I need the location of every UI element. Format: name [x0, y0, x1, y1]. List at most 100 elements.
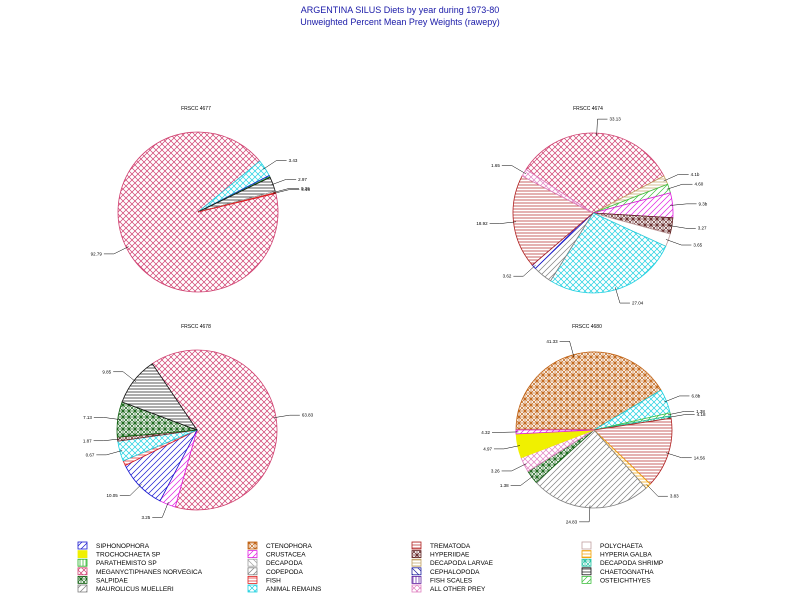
legend-swatch	[247, 541, 258, 550]
legend-swatch	[77, 567, 88, 576]
slice-value-label: 27.04	[632, 301, 644, 306]
pie-4: FRSCC 468041.336.8b1.384.1814.563.8324.8…	[481, 324, 706, 524]
leader-line	[273, 188, 300, 193]
legend-entry: ANIMAL REMAINS	[247, 584, 322, 593]
slice-value-label: 3.25	[142, 515, 151, 520]
legend: SIPHONOPHORA TROCHOCHAETA SPPARATHEMISTO …	[77, 541, 663, 593]
legend-label: FISH SCALES	[430, 577, 473, 584]
legend-swatch	[411, 584, 422, 593]
leader-line	[501, 165, 527, 175]
slice-value-label: 4.1b	[691, 172, 700, 177]
legend-label: SIPHONOPHORA	[96, 543, 150, 550]
leader-line	[103, 246, 129, 255]
slice-value-label: 14.56	[694, 455, 706, 460]
leader-line	[273, 414, 300, 418]
legend-entry: SIPHONOPHORA	[77, 541, 150, 550]
slice-value-label: 3.62	[503, 274, 512, 279]
leader-line	[668, 411, 695, 416]
legend-entry: HYPERIA GALBA	[581, 550, 652, 559]
leader-line	[559, 341, 575, 358]
leader-line	[501, 463, 527, 472]
legend-swatch	[247, 567, 258, 576]
slice-value-label: 9.85	[102, 369, 111, 374]
pie-title: FRSCC 4680	[572, 324, 602, 330]
slice-value-label: 1.38	[696, 409, 705, 414]
leader-line	[670, 203, 697, 206]
leader-line	[510, 475, 534, 486]
slice-value-label: 4.18	[697, 412, 706, 417]
slice-value-label: 63.83	[302, 413, 314, 418]
legend-swatch	[77, 584, 88, 593]
slice-value-label: 3.43	[289, 158, 298, 163]
pie-1: FRSCC 4677 92.79 3.43 2.97 0.264.16	[91, 106, 311, 293]
chart-title: ARGENTINA SILUS Diets by year during 197…	[300, 5, 500, 15]
legend-label: ALL OTHER PREY	[430, 586, 486, 593]
chart-subtitle: Unweighted Percent Mean Prey Weights (ra…	[300, 17, 500, 27]
slice-value-label: 3.65	[693, 243, 702, 248]
leader-line	[152, 502, 169, 518]
slice-value-label: 3.27	[698, 226, 707, 231]
legend-label: DECAPODA LARVAE	[430, 560, 494, 567]
legend-swatch	[411, 576, 422, 584]
legend-swatch	[77, 550, 88, 558]
leader-line	[119, 484, 142, 496]
leader-line	[579, 505, 591, 523]
slice-value-label: 4.16	[301, 187, 310, 192]
leader-line	[663, 174, 689, 182]
slice-value-label: 0.26	[301, 186, 310, 191]
legend-entry: TREMATODA	[411, 541, 471, 550]
slice-value-label: 3.26	[491, 468, 500, 473]
legend-swatch	[411, 541, 422, 550]
legend-label: SALPIDAE	[96, 577, 128, 584]
leader-line	[669, 225, 696, 229]
legend-label: CRUSTACEA	[266, 552, 306, 559]
slice-value-label: 24.83	[566, 519, 578, 524]
slice-value-label: 1.87	[83, 438, 92, 443]
slice-value-label: 1.38	[500, 483, 509, 488]
slice-value-label: 4.32	[481, 430, 490, 435]
legend-label: ANIMAL REMAINS	[266, 586, 322, 593]
legend-entry: FISH	[247, 576, 281, 584]
leader-line	[262, 160, 287, 170]
leader-line	[513, 264, 536, 277]
pie-title: FRSCC 4674	[573, 106, 603, 112]
leader-line	[668, 414, 695, 418]
leader-line	[615, 287, 630, 304]
legend-label: MEGANYCTIPHANES NORVEGICA	[96, 569, 203, 576]
legend-entry: ALL OTHER PREY	[411, 584, 486, 593]
legend-entry: COPEPODA	[247, 567, 304, 576]
legend-entry: FISH SCALES	[411, 576, 473, 584]
legend-swatch	[581, 567, 592, 576]
slice-value-label: 6.8b	[691, 393, 700, 398]
pie-title: FRSCC 4677	[181, 106, 211, 112]
legend-label: COPEPODA	[266, 569, 304, 576]
legend-entry: CHAETOGNATHA	[581, 567, 654, 576]
legend-label: DECAPODA	[266, 560, 303, 567]
chart-title-block: ARGENTINA SILUS Diets by year during 197…	[0, 4, 800, 28]
legend-label: TROCHOCHAETA SP	[96, 552, 160, 559]
legend-label: HYPERIIDAE	[430, 552, 470, 559]
legend-entry: PARATHEMISTO SP	[77, 558, 157, 567]
slice-value-label: 41.33	[546, 339, 558, 344]
legend-entry: MAUROLICUS MUELLERI	[77, 584, 174, 593]
legend-label: PARATHEMISTO SP	[96, 560, 157, 567]
legend-swatch	[411, 558, 422, 567]
legend-label: OSTEICHTHYES	[600, 577, 651, 584]
legend-entry: CRUSTACEA	[247, 550, 306, 559]
leader-line	[665, 239, 692, 246]
leader-line	[646, 484, 668, 497]
slice-value-label: 1.65	[491, 163, 500, 168]
legend-entry: DECAPODA SHRIMP	[581, 558, 663, 567]
legend-label: HYPERIA GALBA	[600, 552, 652, 559]
slice-value-label: 4.97	[483, 446, 492, 451]
leader-line	[596, 118, 608, 136]
legend-entry: OSTEICHTHYES	[581, 576, 651, 584]
legend-swatch	[77, 558, 88, 567]
slice-value-label: 92.79	[91, 251, 103, 256]
legend-entry: POLYCHAETA	[581, 541, 643, 550]
legend-swatch	[411, 567, 422, 576]
legend-swatch	[247, 550, 258, 558]
slice-value-label: 3.83	[670, 494, 679, 499]
legend-entry: DECAPODA LARVAE	[411, 558, 494, 567]
legend-swatch	[411, 550, 422, 558]
